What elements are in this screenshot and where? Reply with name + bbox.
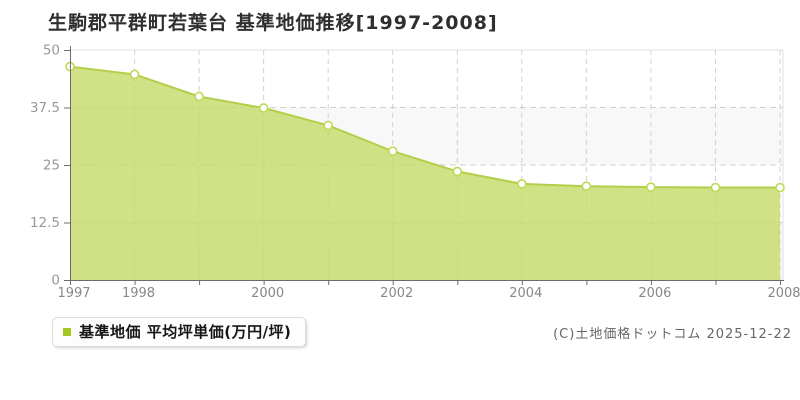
data-point xyxy=(710,182,721,193)
area-series xyxy=(70,66,780,280)
plot-border xyxy=(70,49,784,280)
tick-marks xyxy=(64,50,781,285)
legend: 基準地価 平均坪単価(万円/坪) xyxy=(52,317,307,347)
data-point xyxy=(646,182,656,192)
data-point xyxy=(517,179,527,189)
y-axis-tick-label: 0 xyxy=(51,273,60,289)
x-tick-labels: 1997 1998 2000 2002 2004 2006 2008 xyxy=(57,286,800,301)
data-point xyxy=(323,120,333,131)
y-axis-tick-label: 25 xyxy=(43,158,60,174)
x-axis-tick-label: 1998 xyxy=(122,286,155,301)
data-point xyxy=(775,182,785,193)
legend-marker-square xyxy=(63,327,71,336)
x-axis-tick-label: 2008 xyxy=(767,286,800,301)
x-axis-tick-label: 2000 xyxy=(251,286,284,301)
legend-label: 基準地価 平均坪単価(万円/坪) xyxy=(79,323,292,341)
data-point xyxy=(581,181,592,191)
trend-line xyxy=(69,65,780,189)
data-point xyxy=(452,166,463,177)
data-point xyxy=(387,146,398,156)
copyright-text: (C)土地価格ドットコム 2025-12-22 xyxy=(553,327,792,342)
x-axis-tick-label: 2006 xyxy=(638,286,671,301)
x-axis-tick-label: 2002 xyxy=(380,286,413,301)
y-tick-labels: 0 12.5 25 37.5 50 xyxy=(30,43,60,289)
y-axis-tick-label: 37.5 xyxy=(30,100,60,116)
y-axis-tick-label: 50 xyxy=(43,43,60,59)
chart-title: 生駒郡平群町若葉台 基準地価推移[1997-2008] xyxy=(48,12,498,34)
x-axis-tick-label: 1997 xyxy=(57,286,90,301)
data-point xyxy=(194,91,204,102)
data-point xyxy=(129,69,140,80)
y-axis-tick-label: 12.5 xyxy=(30,215,60,231)
data-point xyxy=(258,103,269,113)
axes xyxy=(70,46,784,281)
x-axis-tick-label: 2004 xyxy=(509,286,542,301)
